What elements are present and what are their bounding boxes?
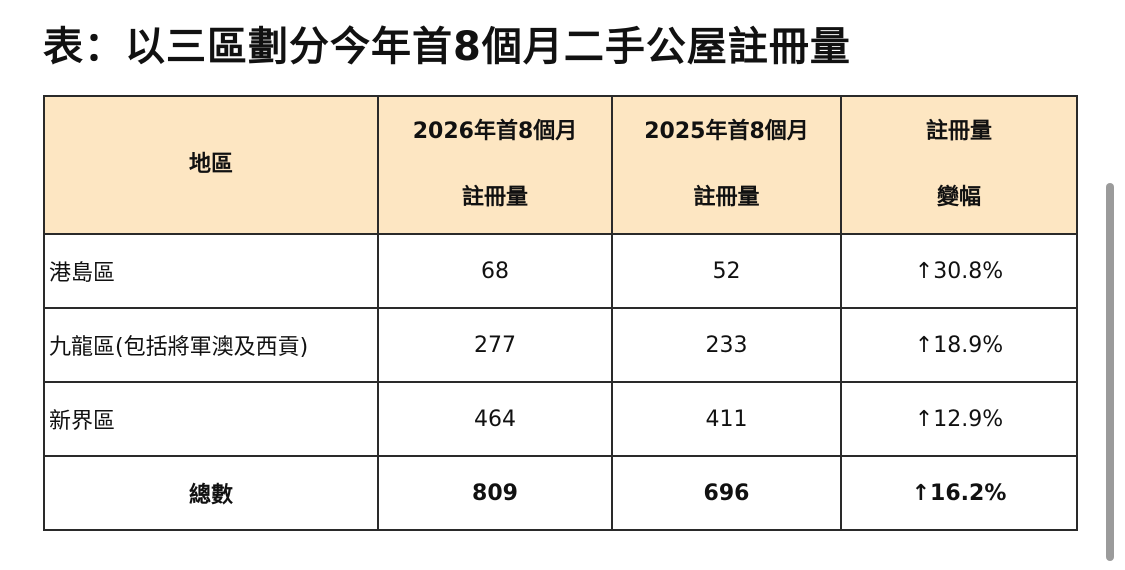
table: 地區 2026年首8個月 註冊量 2025年首8個月 註冊量 註冊量 變幅 港島區 68 52 ↑… bbox=[43, 95, 1078, 531]
table-cell: 新界區 bbox=[43, 381, 379, 457]
table-row: 新界區 464 411 ↑12.9% bbox=[43, 381, 1078, 457]
total-row: 總數 809 696 ↑16.2% bbox=[43, 455, 1078, 531]
table-cell: 411 bbox=[611, 381, 842, 457]
header-text: 2026年首8個月 bbox=[412, 119, 578, 144]
total-cell: 696 bbox=[611, 455, 842, 531]
header-cell: 2025年首8個月 註冊量 bbox=[611, 95, 842, 235]
table-cell: 68 bbox=[377, 233, 613, 309]
header-text: 地區 bbox=[188, 152, 233, 177]
table-body: 港島區 68 52 ↑30.8% 九龍區(包括將軍澳及西貢) 277 233 ↑18.9% 新界… bbox=[43, 233, 1078, 531]
header-text: 註冊量 bbox=[925, 119, 992, 144]
header-text: 2025年首8個月 bbox=[644, 119, 809, 144]
table-cell: 九龍區(包括將軍澳及西貢) bbox=[43, 307, 379, 383]
table-row: 港島區 68 52 ↑30.8% bbox=[43, 233, 1078, 309]
header-text: 註冊量 bbox=[693, 185, 760, 210]
scrollbar[interactable] bbox=[1106, 183, 1114, 561]
table-header: 地區 2026年首8個月 註冊量 2025年首8個月 註冊量 註冊量 變幅 bbox=[43, 95, 1078, 235]
table-cell: ↑18.9% bbox=[840, 307, 1078, 383]
total-cell: ↑16.2% bbox=[840, 455, 1078, 531]
header-text: 變幅 bbox=[936, 185, 981, 210]
table-row: 九龍區(包括將軍澳及西貢) 277 233 ↑18.9% bbox=[43, 307, 1078, 383]
total-cell: 總數 bbox=[43, 455, 379, 531]
header-cell: 註冊量 變幅 bbox=[840, 95, 1078, 235]
title: 表：以三區劃分今年首8個月二手公屋註冊量 bbox=[43, 24, 851, 70]
header-cell: 地區 bbox=[43, 95, 379, 235]
table-cell: ↑12.9% bbox=[840, 381, 1078, 457]
total-cell: 809 bbox=[377, 455, 613, 531]
header-cell: 2026年首8個月 註冊量 bbox=[377, 95, 613, 235]
header-text: 註冊量 bbox=[461, 185, 528, 210]
table-cell: 233 bbox=[611, 307, 842, 383]
table-cell: 港島區 bbox=[43, 233, 379, 309]
table-cell: ↑30.8% bbox=[840, 233, 1078, 309]
header-row: 地區 2026年首8個月 註冊量 2025年首8個月 註冊量 註冊量 變幅 bbox=[43, 95, 1078, 235]
table-cell: 464 bbox=[377, 381, 613, 457]
table-cell: 52 bbox=[611, 233, 842, 309]
table-cell: 277 bbox=[377, 307, 613, 383]
